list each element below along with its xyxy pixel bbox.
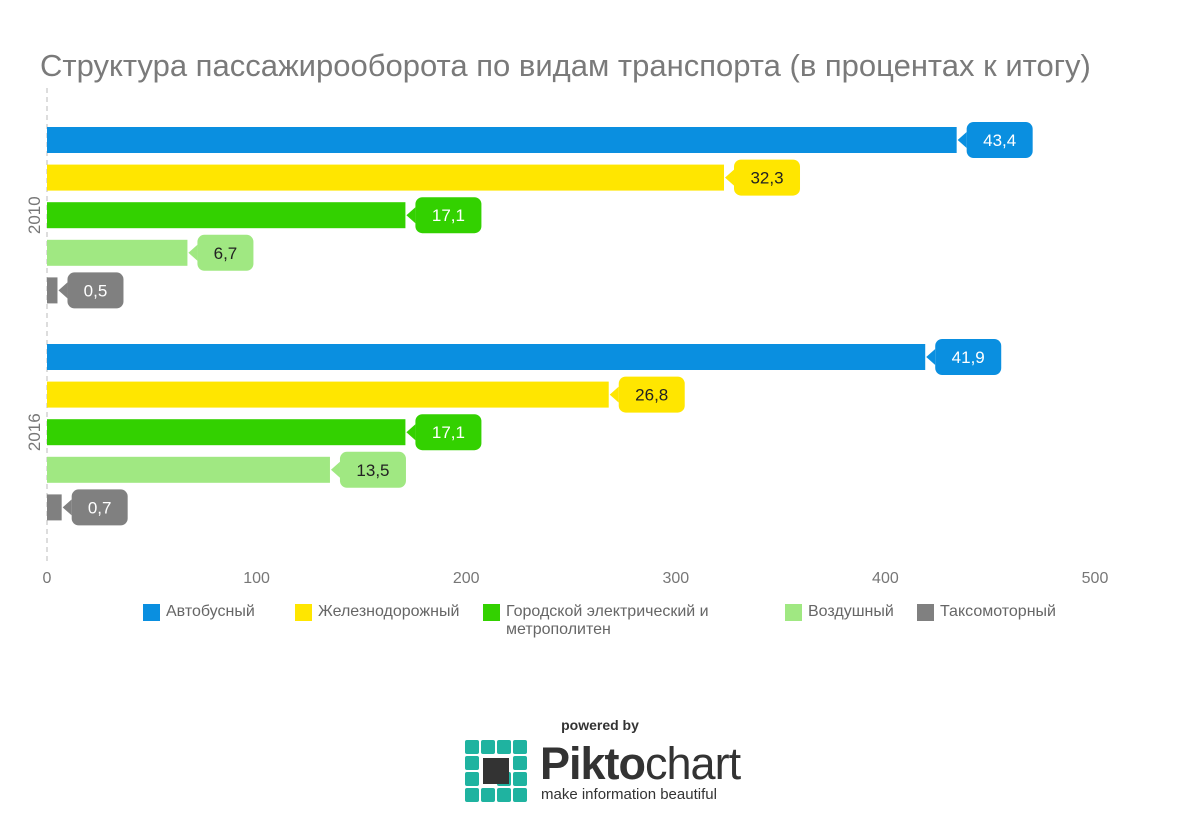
legend-label: Железнодорожный — [318, 603, 460, 620]
category-label: 2016 — [25, 413, 44, 451]
x-tick-label: 300 — [662, 570, 689, 587]
data-label-box — [618, 376, 685, 413]
legend-swatch — [483, 604, 500, 621]
chart-title: Структура пассажирооборота по видам тран… — [40, 48, 1091, 83]
bar — [47, 494, 62, 521]
legend: Автобусный Железнодорожный Городской элект… — [143, 603, 1099, 639]
data-label: 41,9 — [952, 348, 985, 367]
legend-item: Городской электрический и метрополитен — [483, 603, 773, 639]
data-label-box — [966, 122, 1033, 158]
bar — [47, 456, 330, 483]
data-label-pointer — [609, 386, 619, 403]
powered-by-text: powered by — [561, 717, 639, 733]
legend-swatch — [785, 604, 802, 621]
data-label-pointer — [62, 499, 72, 516]
brand-part-1: Pikto — [540, 738, 646, 789]
bar-chart: 0 100 200 300 400 500 2010 43,4 32,3 17,1 6,7 0,5 20… — [25, 88, 1109, 587]
legend-label: Таксомоторный — [940, 603, 1056, 620]
x-tick-label: 500 — [1082, 570, 1109, 587]
data-label-pointer — [58, 282, 68, 299]
data-label-pointer — [926, 349, 936, 365]
bar — [47, 202, 406, 229]
bar — [47, 381, 609, 408]
x-tick-label: 0 — [43, 570, 52, 587]
data-label: 0,7 — [88, 498, 112, 517]
x-tick-label: 200 — [453, 570, 480, 587]
data-label: 17,1 — [432, 206, 465, 225]
bar — [47, 277, 58, 304]
x-tick-label: 400 — [872, 570, 899, 587]
legend-label: Автобусный — [166, 603, 255, 620]
x-tick-label: 100 — [243, 570, 270, 587]
data-label: 32,3 — [750, 169, 783, 188]
legend-label: Городской электрический и метрополитен — [506, 603, 709, 638]
data-label: 43,4 — [983, 131, 1016, 150]
data-label: 0,5 — [84, 281, 108, 300]
legend-item: Автобусный — [143, 603, 283, 639]
legend-label: Воздушный — [808, 603, 894, 620]
data-label-pointer — [406, 424, 416, 441]
data-label: 26,8 — [635, 386, 668, 405]
data-label-pointer — [330, 461, 340, 478]
data-label-box — [415, 414, 482, 451]
legend-item: Воздушный — [785, 603, 905, 639]
legend-item: Железнодорожный — [295, 603, 471, 639]
data-label: 17,1 — [432, 423, 465, 442]
data-label-pointer — [725, 169, 735, 186]
legend-swatch — [917, 604, 934, 621]
bar — [47, 127, 957, 153]
piktochart-brand: Piktochart — [540, 738, 741, 790]
data-label-box — [197, 234, 254, 271]
legend-swatch — [143, 604, 160, 621]
bar — [47, 164, 725, 191]
data-label-pointer — [406, 207, 416, 224]
data-label-pointer — [188, 244, 198, 261]
data-label-pointer — [957, 132, 967, 148]
category-label: 2010 — [25, 196, 44, 234]
bar — [47, 419, 406, 446]
data-label: 6,7 — [214, 244, 238, 263]
data-label-box — [734, 159, 801, 196]
legend-swatch — [295, 604, 312, 621]
tagline: make information beautiful — [541, 786, 717, 803]
bar — [47, 344, 926, 370]
data-label: 13,5 — [356, 461, 389, 480]
data-label-box — [415, 197, 482, 234]
brand-part-2: chart — [645, 738, 741, 789]
piktochart-logo-icon — [465, 740, 527, 802]
bar — [47, 239, 188, 266]
data-label-box — [67, 272, 124, 309]
legend-item: Таксомоторный — [917, 603, 1087, 639]
data-label-box — [71, 489, 128, 526]
data-label-box — [339, 451, 406, 488]
data-label-box — [935, 339, 1002, 375]
